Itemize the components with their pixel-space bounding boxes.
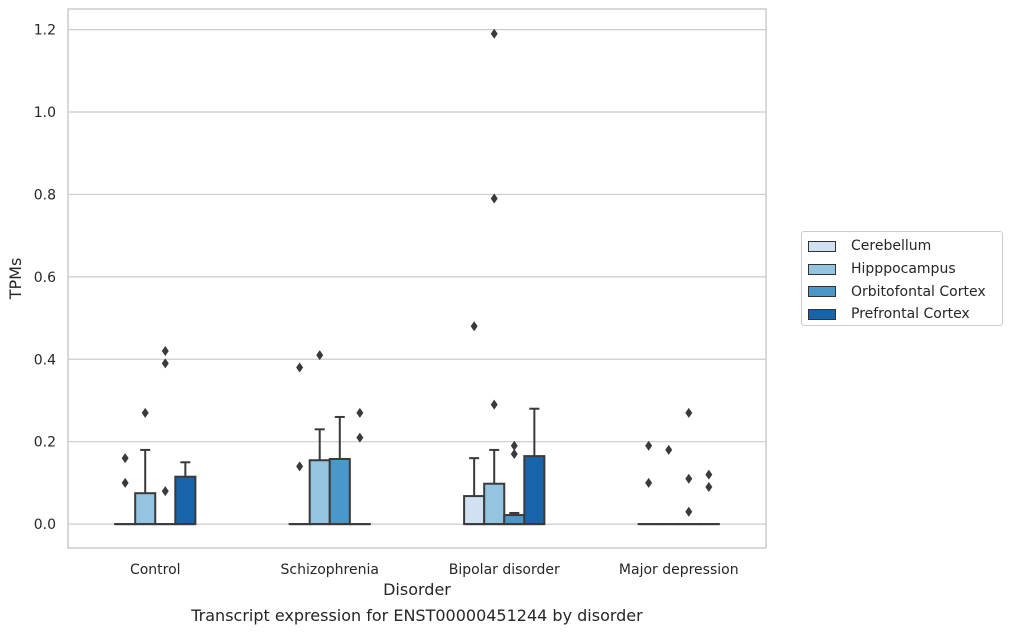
legend-item: Cerebellum: [808, 235, 1002, 258]
y-tick-label: 0.8: [34, 187, 56, 203]
legend-item: Orbitofontal Cortex: [808, 280, 1002, 303]
outlier-point: [510, 449, 518, 460]
plot-frame: [67, 8, 767, 549]
x-tick-label: Major depression: [619, 562, 739, 578]
outlier-point: [705, 482, 713, 493]
outlier-point: [490, 28, 498, 39]
box: [523, 455, 546, 526]
outlier-point: [356, 407, 364, 418]
legend: Cerebellum Hipppocampus Orbitofontal Cor…: [801, 231, 1003, 326]
outlier-point: [296, 362, 304, 373]
outlier-point: [645, 440, 653, 451]
outlier-point: [470, 321, 478, 332]
box: [328, 457, 351, 526]
y-tick-label: 0.2: [34, 435, 56, 451]
outlier-point: [121, 453, 129, 464]
figure-caption: Transcript expression for ENST0000045124…: [191, 606, 643, 625]
outlier-point: [490, 399, 498, 410]
outlier-point: [645, 477, 653, 488]
y-tick-label: 0.4: [34, 352, 56, 368]
y-tick-label: 1.0: [34, 105, 56, 121]
y-ticks: 0.0 0.2 0.4 0.6 0.8 1.0 1.2: [34, 23, 56, 533]
x-tick-label: Bipolar disorder: [449, 562, 560, 578]
legend-item: Hipppocampus: [808, 258, 1002, 281]
box: [134, 492, 157, 526]
outlier-point: [161, 346, 169, 357]
box: [463, 495, 486, 526]
legend-label: Hipppocampus: [851, 261, 956, 278]
box: [308, 459, 331, 526]
outlier-point: [316, 350, 324, 361]
y-tick-label: 0.6: [34, 270, 56, 286]
outlier-point: [510, 440, 518, 451]
box: [174, 475, 197, 526]
outlier-point: [296, 461, 304, 472]
outlier-point: [161, 486, 169, 497]
x-ticks: Control Schizophrenia Bipolar disorder Majo…: [130, 562, 739, 578]
outlier-point: [685, 407, 693, 418]
legend-label: Orbitofontal Cortex: [851, 283, 986, 300]
outlier-point: [685, 473, 693, 484]
legend-swatch-hippocampus: [808, 263, 836, 275]
y-tick-label: 0.0: [34, 517, 56, 533]
box: [503, 514, 526, 526]
legend-item: Prefrontal Cortex: [808, 303, 1002, 326]
y-tick-label: 1.2: [34, 23, 56, 39]
legend-swatch-orbitofrontal: [808, 286, 836, 298]
outlier-point: [685, 506, 693, 517]
x-tick-label: Schizophrenia: [281, 562, 379, 578]
legend-swatch-cerebellum: [808, 240, 836, 252]
outlier-point: [490, 193, 498, 204]
gridlines: [68, 29, 766, 525]
outlier-point: [161, 358, 169, 369]
y-axis-label: TPMs: [6, 258, 25, 301]
outlier-point: [705, 469, 713, 480]
outlier-point: [121, 477, 129, 488]
legend-swatch-prefrontal: [808, 308, 836, 320]
outlier-point: [141, 407, 149, 418]
outlier-point: [665, 444, 673, 455]
legend-label: Cerebellum: [851, 238, 932, 255]
legend-label: Prefrontal Cortex: [851, 306, 970, 323]
boxes: [114, 28, 720, 526]
outlier-point: [356, 432, 364, 443]
box: [483, 482, 506, 526]
x-axis-label: Disorder: [383, 580, 451, 599]
x-tick-label: Control: [130, 562, 181, 578]
